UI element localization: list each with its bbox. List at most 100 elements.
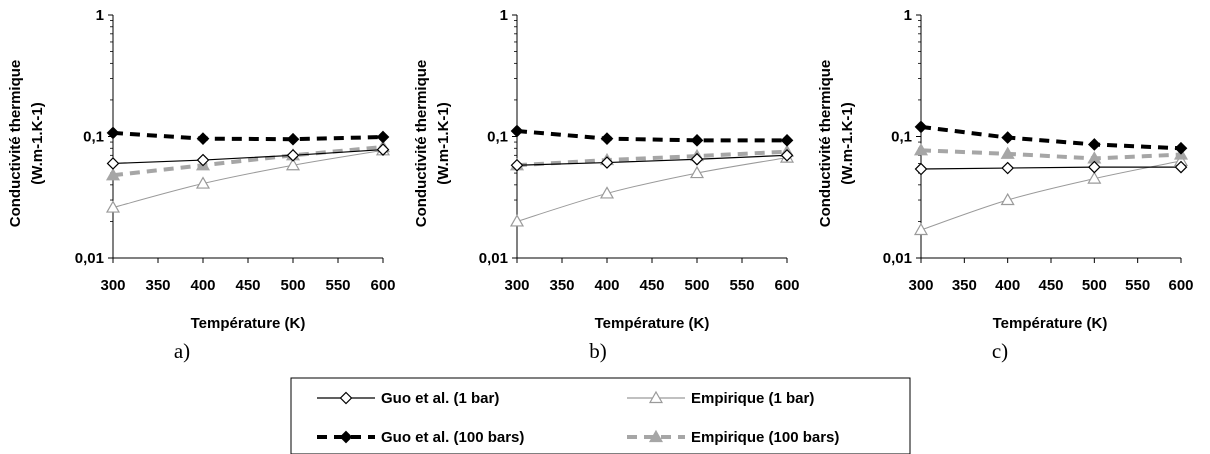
y-tick-label: 0,1 <box>487 129 508 146</box>
y-tick-label: 0,1 <box>891 129 912 146</box>
data-point <box>913 143 929 156</box>
series-guo100 <box>510 124 794 147</box>
legend-item-guo100: Guo et al. (100 bars) <box>317 429 524 446</box>
legend-swatch-marker <box>339 391 353 405</box>
x-tick-label: 300 <box>908 277 933 294</box>
y-tick-label: 0,1 <box>83 129 104 146</box>
data-point <box>600 156 614 169</box>
series-line <box>920 160 1182 231</box>
panel-label: b) <box>589 339 607 363</box>
data-point <box>1000 146 1015 159</box>
data-point <box>1000 192 1015 206</box>
legend: Guo et al. (1 bar) Empirique (1 bar) Guo e… <box>290 377 911 454</box>
y-tick-label: 1 <box>904 7 912 24</box>
panel-label: a) <box>174 339 190 363</box>
x-tick-label: 300 <box>504 277 529 294</box>
series-guo100 <box>106 126 390 146</box>
x-tick-label: 450 <box>235 277 260 294</box>
x-tick-label: 400 <box>190 277 215 294</box>
series-guo1 <box>106 143 390 170</box>
x-axis-label: Température (K) <box>191 315 306 332</box>
legend-item-emp1: Empirique (1 bar) <box>627 390 814 407</box>
x-tick-label: 600 <box>774 277 799 294</box>
data-point <box>376 130 390 144</box>
legend-label: Guo et al. (100 bars) <box>381 429 524 446</box>
series-line <box>516 149 788 168</box>
data-point <box>599 186 615 199</box>
legend-swatch-marker <box>648 390 664 404</box>
x-tick-label: 550 <box>325 277 350 294</box>
data-point <box>690 152 704 166</box>
data-point <box>690 133 704 147</box>
data-point <box>105 200 121 213</box>
data-point <box>106 157 120 170</box>
data-point <box>1174 160 1188 174</box>
data-point <box>285 158 301 171</box>
series-line <box>516 157 788 222</box>
series-guo1 <box>510 148 794 172</box>
data-point <box>510 158 524 172</box>
legend-label: Guo et al. (1 bar) <box>381 390 499 407</box>
y-tick-label: 0,01 <box>75 250 104 267</box>
x-tick-label: 450 <box>1038 277 1063 294</box>
data-point <box>509 214 525 227</box>
x-tick-label: 400 <box>995 277 1020 294</box>
data-point <box>196 153 210 167</box>
y-axis-label: Conductivité thermique <box>7 60 24 228</box>
x-tick-label: 550 <box>729 277 754 294</box>
x-tick-label: 600 <box>1168 277 1193 294</box>
data-point <box>286 148 300 162</box>
x-tick-label: 600 <box>370 277 395 294</box>
data-point <box>689 165 705 179</box>
legend-item-emp100: Empirique (100 bars) <box>627 429 839 446</box>
x-tick-label: 500 <box>684 277 709 294</box>
data-point <box>914 162 928 176</box>
legend-swatch-marker <box>648 429 664 443</box>
legend-items: Guo et al. (1 bar) Empirique (1 bar) Guo e… <box>317 390 839 446</box>
y-axis-label-units: (W.m-1.K-1) <box>29 102 46 185</box>
y-axis-label: Conductivité thermique <box>413 60 430 228</box>
series-line <box>516 129 787 143</box>
data-point <box>376 143 390 156</box>
y-axis-label-units: (W.m-1.K-1) <box>435 102 452 185</box>
x-axis-label: Température (K) <box>595 315 710 332</box>
legend-swatch-marker <box>339 430 353 444</box>
series-line <box>112 130 384 142</box>
series-line <box>112 149 384 209</box>
series-line <box>112 144 384 178</box>
y-tick-label: 1 <box>500 7 508 24</box>
data-point <box>914 120 928 134</box>
chart-panels: 0,01 0,1 1 300 350 400 450 500 550 600 Conductivit… <box>7 7 1194 363</box>
chart-panel-3: 0,01 0,1 1 300 350 400 450 500 550 600 Conductivit… <box>817 7 1194 363</box>
x-tick-label: 350 <box>549 277 574 294</box>
series-line <box>920 166 1181 170</box>
y-axis-label: Conductivité thermique <box>817 60 834 228</box>
y-axis-label-units: (W.m-1.K-1) <box>839 102 856 185</box>
data-point <box>196 132 210 146</box>
data-point <box>780 133 794 147</box>
y-tick-label: 0,01 <box>883 250 912 267</box>
x-tick-label: 350 <box>145 277 170 294</box>
chart-panel-2: 0,01 0,1 1 300 350 400 450 500 550 600 Conductivit… <box>413 7 800 363</box>
data-point <box>1001 131 1015 144</box>
x-tick-label: 500 <box>280 277 305 294</box>
series-line <box>112 149 384 165</box>
series-emp1 <box>913 153 1189 236</box>
x-axis-label: Température (K) <box>993 315 1108 332</box>
y-tick-label: 0,01 <box>479 250 508 267</box>
legend-label: Empirique (1 bar) <box>691 390 814 407</box>
series-emp100 <box>913 143 1189 164</box>
series-emp100 <box>509 144 795 171</box>
x-tick-label: 350 <box>952 277 977 294</box>
series-emp1 <box>105 143 391 213</box>
data-point <box>1087 160 1101 174</box>
series-guo1 <box>914 160 1188 176</box>
data-point <box>1174 141 1188 155</box>
data-point <box>105 168 121 181</box>
data-point <box>1001 161 1015 175</box>
data-point <box>913 222 929 236</box>
legend-frame <box>290 377 911 454</box>
panel-label: c) <box>992 339 1008 363</box>
legend-label: Empirique (100 bars) <box>691 429 839 446</box>
